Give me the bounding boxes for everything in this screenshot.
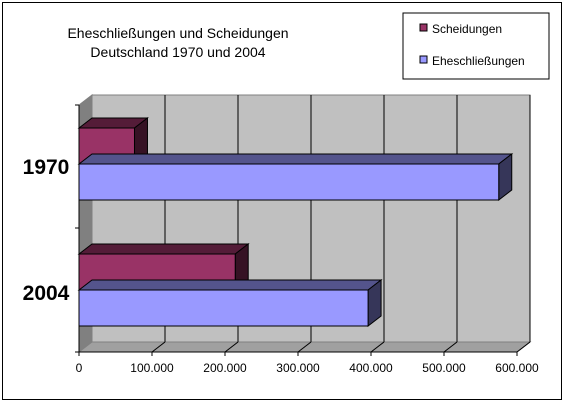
bars [77,116,514,328]
x-tick-label: 500.000 [422,361,466,375]
gridline-floor [297,341,312,353]
bar-top-face [77,153,514,165]
legend-label: Eheschließungen [432,54,525,68]
x-tick-label: 0 [76,361,83,375]
x-tick-label: 400.000 [349,361,393,375]
bar-top-face [77,243,250,255]
x-tick-label: 600.000 [495,361,539,375]
category-label-2004: 2004 [23,282,70,305]
bar-2004-eheschließungen [77,278,383,328]
chart-title-line-1: Eheschließungen und Scheidungen [67,25,288,41]
bar-front-face [78,163,500,201]
gridline-floor [443,341,458,353]
bar-top-face [77,279,383,291]
legend-swatch [419,55,428,64]
x-tick-labels: 0 100.000 200.000 300.000 400.000 500.000 600.… [76,361,539,375]
x-tick-label: 300.000 [276,361,320,375]
x-tick-label: 100.000 [130,361,174,375]
bar-front-face [78,289,369,327]
x-tick-label: 200.000 [203,361,247,375]
legend: Scheidungen Eheschließungen [402,12,550,80]
y-category-labels: 1970 2004 [23,156,70,305]
legend-label: Scheidungen [432,22,502,36]
legend-swatch [419,23,428,32]
chart-title-line-2: Deutschland 1970 und 2004 [90,44,265,60]
gridline-floor [516,341,531,353]
gridline-floor [151,341,166,353]
gridline-floor [370,341,385,353]
gridline-floor [224,341,239,353]
category-label-1970: 1970 [23,156,70,179]
bar-1970-eheschließungen [77,152,514,202]
